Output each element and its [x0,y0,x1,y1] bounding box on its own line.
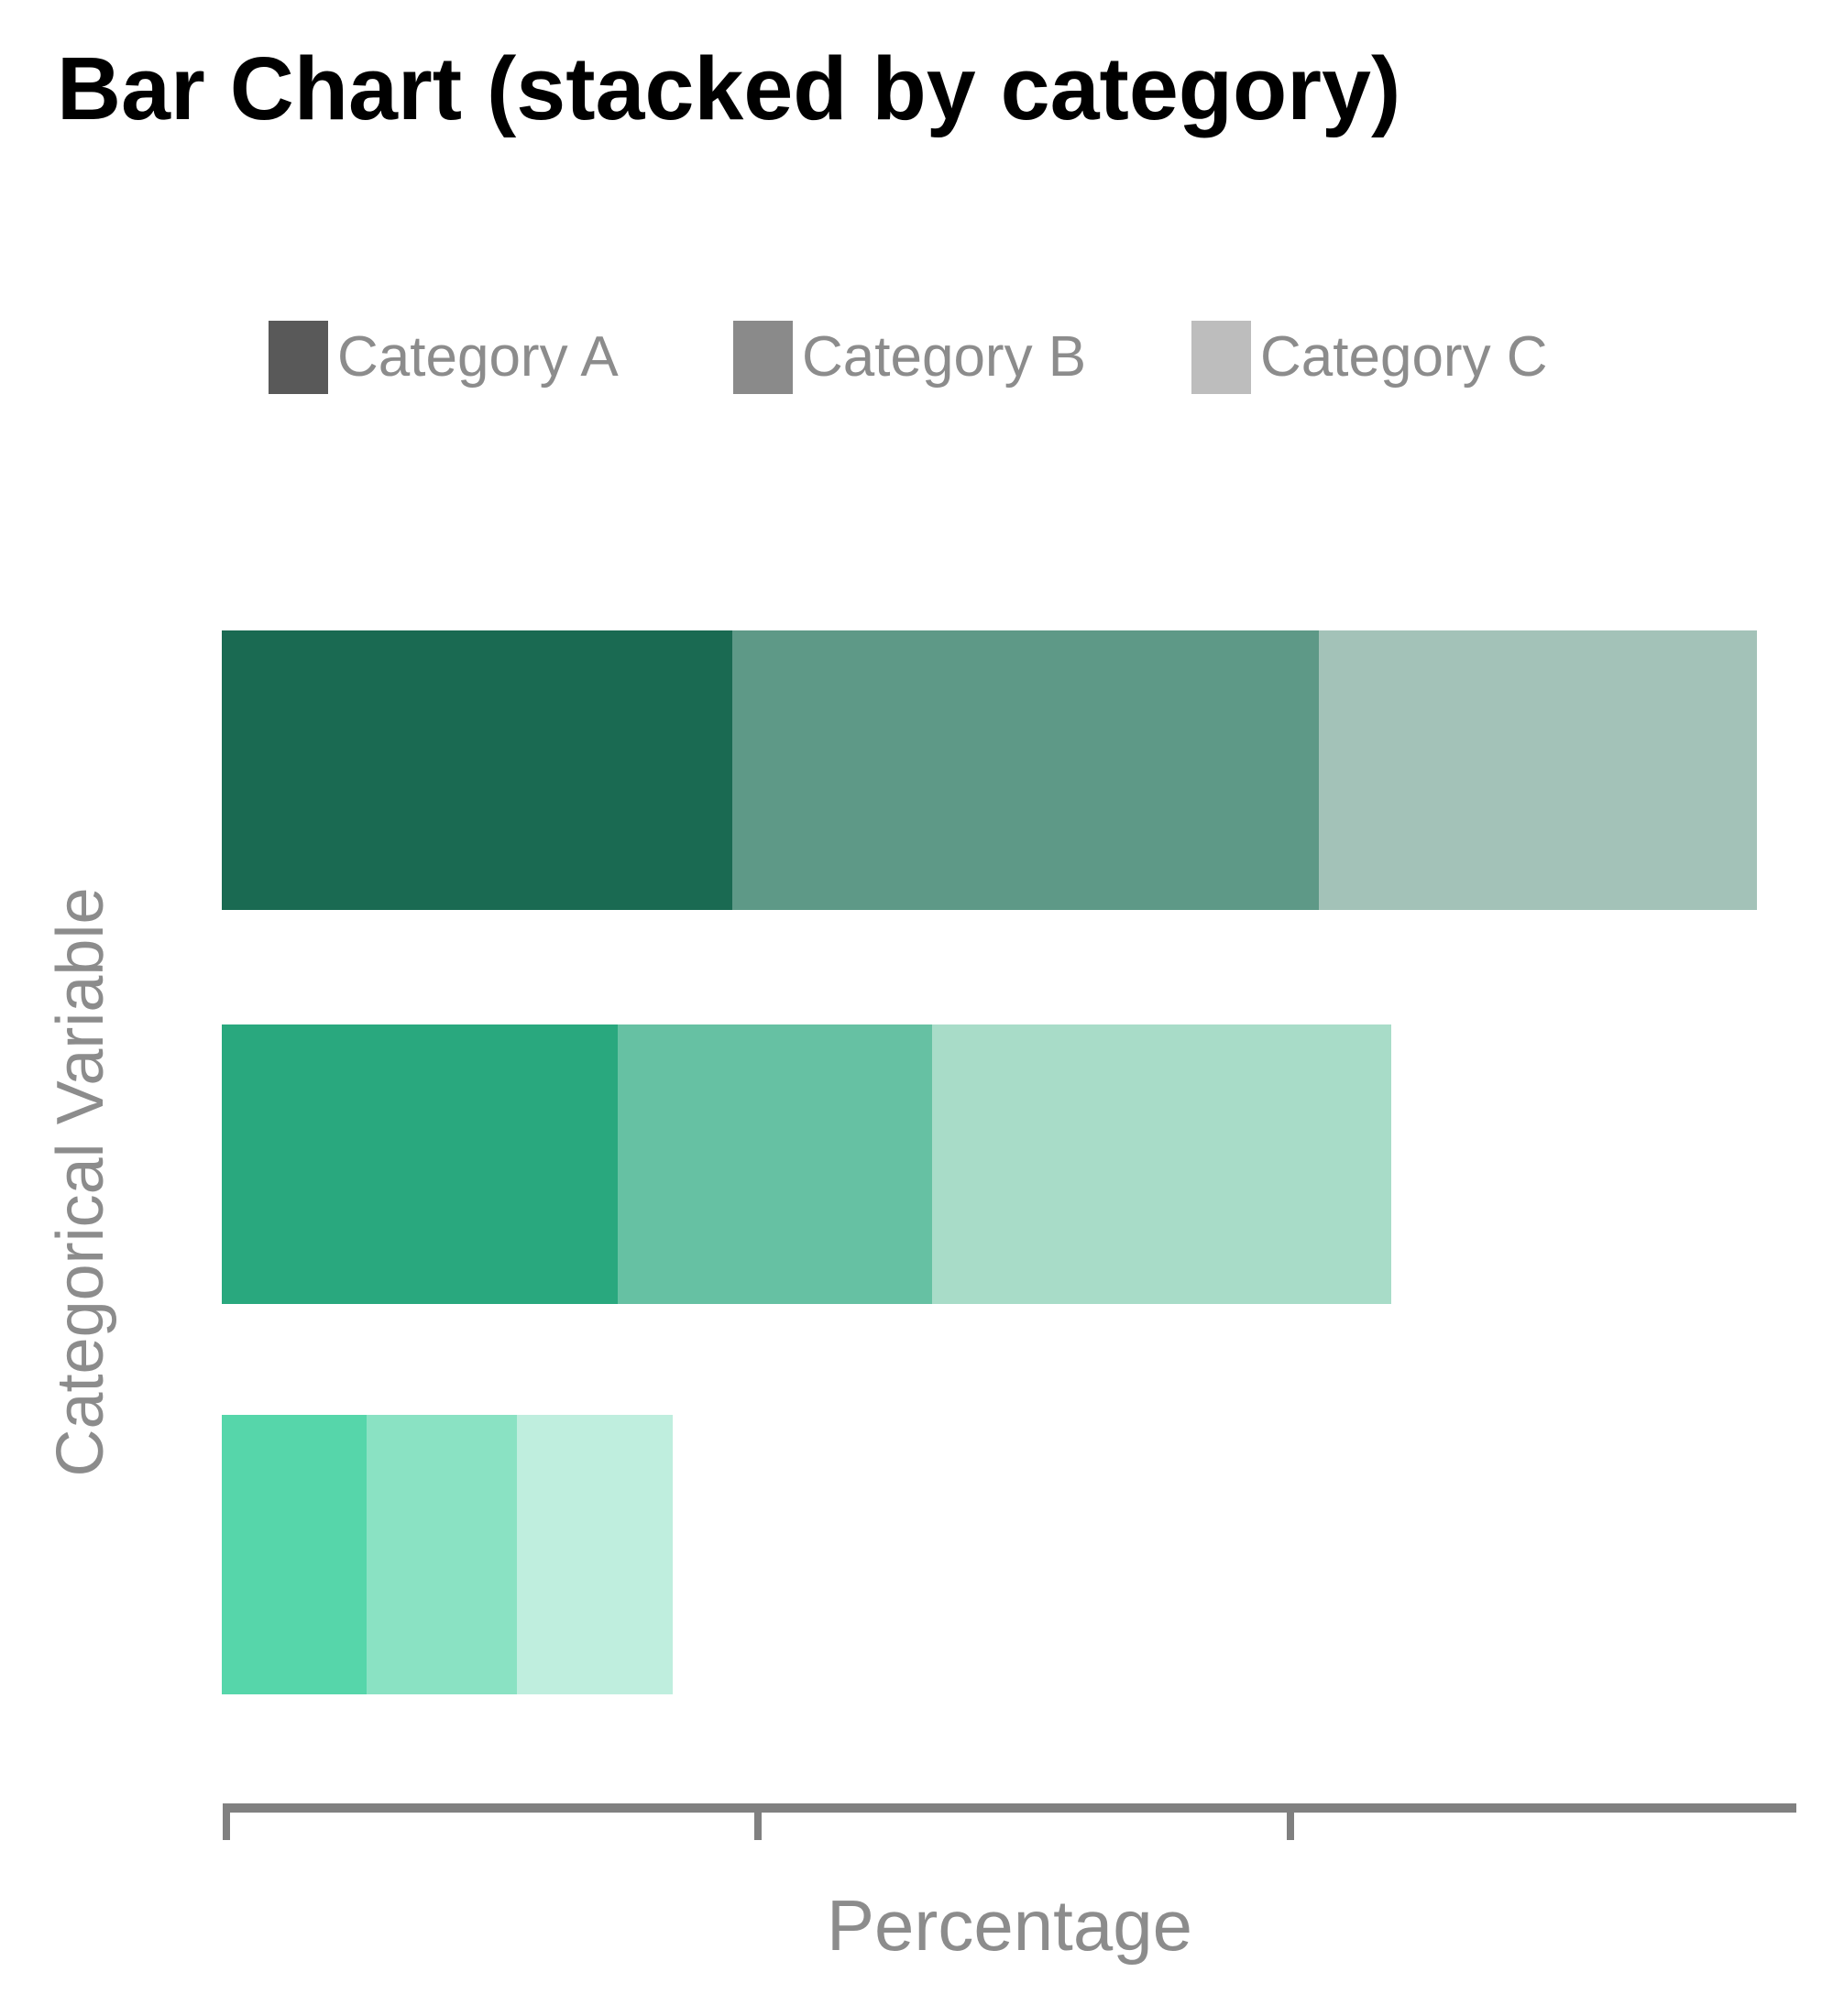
stacked-bar-row-3 [222,1415,673,1694]
bar-segment [617,1024,932,1304]
legend-swatch-icon [1191,321,1251,394]
stacked-bar-row-2 [222,1024,1391,1304]
bar-segment [1319,630,1758,910]
x-axis-tick [1287,1813,1294,1840]
legend: Category A Category B Category C [0,321,1833,394]
bar-segment [222,630,732,910]
x-axis-tick [223,1813,230,1840]
legend-item-category-a: Category A [269,321,619,394]
stacked-bar-row-1 [222,630,1758,910]
legend-item-category-c: Category C [1191,321,1548,394]
legend-swatch-icon [733,321,793,394]
x-axis-label: Percentage [827,1885,1192,1966]
x-axis-tick [754,1813,762,1840]
x-axis-line [223,1803,1796,1840]
bar-segment [517,1415,673,1694]
chart-title: Bar Chart (stacked by category) [57,38,1401,138]
legend-item-category-b: Category B [733,321,1086,394]
legend-swatch-icon [269,321,328,394]
legend-label: Category A [337,325,619,389]
bar-segment [731,630,1320,910]
legend-label: Category B [802,325,1087,389]
bar-segment [222,1024,618,1304]
bar-segment [222,1415,367,1694]
y-axis-label: Categorical Variable [44,887,117,1477]
bar-segment [366,1415,518,1694]
legend-label: Category C [1260,325,1548,389]
bar-segment [931,1024,1391,1304]
